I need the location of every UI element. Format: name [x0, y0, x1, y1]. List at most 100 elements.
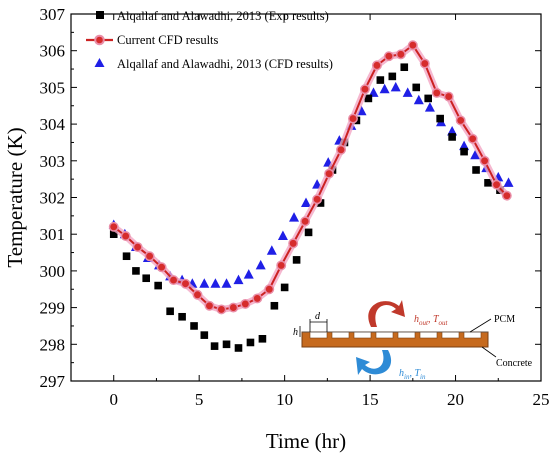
cfd-line-glow: [110, 41, 511, 313]
square-point: [234, 344, 243, 352]
triangle-point: [447, 125, 458, 136]
square-point: [280, 283, 289, 292]
x-tick-label: 10: [276, 390, 293, 409]
y-tick-label: 304: [40, 115, 66, 134]
concrete-slab: [301, 331, 489, 348]
circle-point: [288, 238, 299, 249]
triangle-point: [301, 197, 311, 208]
square-point: [424, 94, 432, 103]
pcm-cell: [463, 331, 482, 339]
y-tick-label: 307: [40, 5, 66, 24]
square-point: [178, 312, 186, 321]
y-tick-label: 303: [40, 152, 66, 171]
circle-point: [324, 168, 335, 179]
square-point: [190, 322, 198, 330]
concrete-leader-line: [481, 346, 497, 358]
square-point: [364, 94, 373, 103]
circle-point: [240, 298, 251, 309]
y-tick-label: 297: [40, 372, 66, 391]
circle-point: [144, 251, 155, 262]
pcm-cell: [353, 331, 372, 339]
legend-marker-cfd-ref: [94, 58, 105, 67]
heat-in-arrow-icon: [356, 350, 392, 375]
circle-point: [156, 262, 167, 273]
square-point: [436, 114, 444, 123]
square-point: [166, 307, 174, 316]
y-tick-label: 299: [40, 299, 66, 318]
triangle-point: [255, 259, 266, 270]
y-tick-label: 305: [40, 78, 66, 97]
circle-point: [120, 231, 131, 241]
triangle-point: [402, 87, 413, 97]
pcm-cell: [397, 331, 416, 339]
y-tick-label: 300: [40, 262, 66, 281]
square-point: [210, 342, 219, 350]
pcm-cell: [419, 331, 438, 339]
triangle-point: [503, 177, 514, 187]
circle-point: [252, 293, 263, 304]
square-point: [154, 281, 162, 290]
circle-point: [407, 40, 418, 51]
legend-marker-cfd: [94, 34, 105, 46]
square-point: [142, 274, 150, 283]
square-point: [448, 133, 456, 141]
cfd-line: [113, 44, 508, 311]
square-point: [258, 334, 267, 343]
circle-point: [360, 84, 370, 95]
triangle-point: [243, 269, 254, 279]
square-point: [132, 267, 140, 275]
y-tick-label: 301: [40, 225, 66, 244]
circle-point: [443, 91, 454, 102]
circle-point: [479, 155, 490, 166]
d-label: d: [315, 311, 321, 322]
circle-point: [383, 51, 394, 62]
legend-marker-exp: [96, 11, 104, 19]
x-tick-label: 5: [195, 390, 204, 409]
x-axis-title: Time (hr): [266, 429, 346, 453]
square-point: [316, 199, 325, 207]
triangle-point: [368, 87, 379, 97]
triangle-point: [424, 102, 435, 112]
square-point: [270, 301, 279, 310]
triangle-point: [413, 94, 424, 105]
circle-point: [168, 275, 179, 286]
square-point: [472, 166, 480, 174]
circle-point: [312, 194, 323, 205]
triangle-point: [266, 245, 277, 255]
circle-point: [501, 190, 512, 201]
circle-point: [180, 278, 191, 289]
circle-point: [348, 113, 358, 124]
circle-point: [371, 60, 382, 71]
y-axis-title: Temperature (K): [3, 127, 27, 267]
inset-schematic: d h hout, Tout hin, Tin PCM Concrete: [293, 300, 533, 381]
square-point: [109, 230, 118, 238]
square-point: [412, 83, 421, 92]
legend-label-cfd: Current CFD results: [117, 33, 219, 47]
x-tick-label: 0: [109, 390, 118, 409]
series-layer: [108, 40, 514, 352]
square-point: [400, 63, 409, 72]
triangle-point: [289, 212, 300, 222]
triangle-point: [277, 230, 288, 241]
square-point: [222, 340, 231, 349]
square-point: [484, 179, 492, 187]
h-label: h: [293, 327, 298, 338]
triangle-point: [459, 140, 470, 151]
circle-point: [264, 284, 275, 295]
legend-label-cfd-ref: Alqallaf and Alawadhi, 2013 (CFD results…: [117, 57, 333, 71]
pcm-cell: [331, 331, 350, 339]
triangle-point: [221, 278, 232, 288]
square-point: [246, 338, 255, 347]
triangle-point: [199, 278, 210, 288]
circle-point: [300, 216, 311, 227]
pcm-leader-line: [469, 318, 492, 333]
x-tick-label: 15: [362, 390, 379, 409]
y-tick-label: 306: [40, 42, 66, 61]
pcm-cell: [309, 331, 328, 339]
circle-point: [192, 289, 203, 300]
x-tick-label: 25: [533, 390, 550, 409]
square-point: [122, 252, 131, 261]
triangle-point: [233, 274, 244, 285]
triangle-point: [210, 278, 221, 288]
circle-point: [419, 58, 430, 69]
